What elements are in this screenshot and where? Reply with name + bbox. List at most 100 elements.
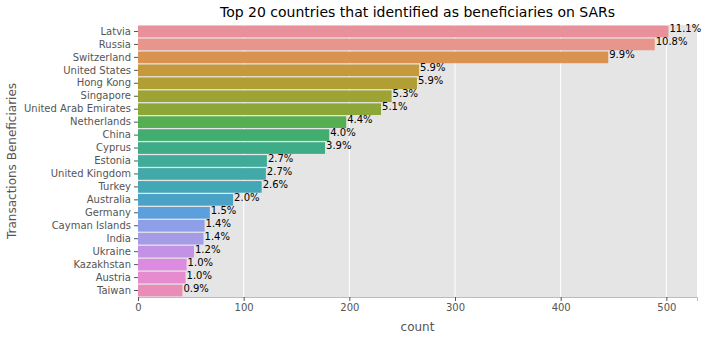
y-tick-mark xyxy=(134,225,138,226)
y-tick: Hong Kong xyxy=(77,77,138,88)
y-tick: Turkey xyxy=(97,181,138,192)
y-tick-label: Switzerland xyxy=(73,52,131,63)
annotation: 1.2% xyxy=(195,244,220,255)
chart-svg: 11.1%10.8%9.9%5.9%5.9%5.3%5.1%4.4%4.0%3.… xyxy=(0,0,708,337)
y-tick-mark xyxy=(134,186,138,187)
annotation: 0.9% xyxy=(183,283,208,294)
x-tick: 300 xyxy=(446,297,465,313)
y-tick-mark xyxy=(134,212,138,213)
bars xyxy=(138,26,668,297)
bar xyxy=(138,142,325,154)
y-tick: China xyxy=(102,129,138,140)
annotation: 4.4% xyxy=(347,114,372,125)
y-tick-mark xyxy=(134,57,138,58)
bar xyxy=(138,39,655,51)
annotation: 2.0% xyxy=(234,192,259,203)
y-tick: Taiwan xyxy=(96,285,138,296)
annotation: 5.9% xyxy=(418,75,443,86)
y-tick-label: China xyxy=(102,129,131,140)
y-tick-mark xyxy=(134,44,138,45)
x-tick-label: 200 xyxy=(340,302,359,313)
y-tick-label: Germany xyxy=(85,207,131,218)
x-tick-mark xyxy=(349,297,350,301)
x-tick: 400 xyxy=(552,297,571,313)
y-tick: Australia xyxy=(87,194,138,205)
x-tick-label: 300 xyxy=(446,302,465,313)
y-tick-label: Hong Kong xyxy=(77,77,131,88)
x-tick-mark xyxy=(666,297,667,301)
x-axis: 0 100 200 300 400 500 xyxy=(135,297,697,313)
y-tick-mark xyxy=(134,109,138,110)
bar xyxy=(138,168,266,180)
bar xyxy=(138,116,346,128)
annotation: 1.5% xyxy=(211,205,236,216)
x-axis-title: count xyxy=(401,320,435,334)
y-axis: Latvia Russia Switzerland United StatesHong… xyxy=(24,26,139,298)
annotation: 1.0% xyxy=(187,270,212,281)
x-tick-label: 100 xyxy=(235,302,254,313)
annotation: 2.7% xyxy=(267,166,292,177)
y-tick: Switzerland xyxy=(73,52,138,63)
x-tick-label: 400 xyxy=(552,302,571,313)
bar xyxy=(138,233,204,245)
x-tick-label: 500 xyxy=(657,302,676,313)
x-tick: 100 xyxy=(235,297,254,313)
bar xyxy=(138,103,381,115)
annotation: 5.3% xyxy=(393,88,418,99)
y-tick-mark xyxy=(134,290,138,291)
y-tick: Cyprus xyxy=(96,142,138,153)
x-tick-mark xyxy=(244,297,245,301)
y-tick: United States xyxy=(63,65,138,76)
y-tick: United Kingdom xyxy=(51,168,138,179)
x-tick: 200 xyxy=(340,297,359,313)
x-tick-label: 0 xyxy=(135,302,141,313)
y-tick-label: Russia xyxy=(99,39,131,50)
annotation: 11.1% xyxy=(669,23,701,34)
y-tick-label: Singapore xyxy=(81,90,131,101)
y-tick: Kazakhstan xyxy=(73,259,138,270)
y-tick: United Arab Emirates xyxy=(24,103,138,114)
annotation: 10.8% xyxy=(656,36,688,47)
y-axis-line xyxy=(134,26,139,298)
y-tick-label: Cyprus xyxy=(96,142,131,153)
bar xyxy=(138,246,194,258)
grid xyxy=(138,25,666,297)
grid-line xyxy=(560,25,561,297)
x-tick-mark xyxy=(138,297,139,301)
y-tick: Russia xyxy=(99,39,138,50)
y-tick: Netherlands xyxy=(70,116,138,127)
annotations: 11.1%10.8%9.9%5.9%5.9%5.3%5.1%4.4%4.0%3.… xyxy=(183,23,701,293)
y-tick-mark xyxy=(134,251,138,252)
annotation: 2.6% xyxy=(263,179,288,190)
bar xyxy=(138,259,187,271)
grid-line xyxy=(455,25,456,297)
annotation: 1.4% xyxy=(205,231,230,242)
y-tick-label: Netherlands xyxy=(70,116,131,127)
y-tick: Latvia xyxy=(101,26,138,37)
x-tick-mark xyxy=(561,297,562,301)
y-tick-label: Taiwan xyxy=(96,285,131,296)
y-tick: Cayman Islands xyxy=(52,220,138,231)
y-tick-label: United Arab Emirates xyxy=(24,103,131,114)
annotation: 1.0% xyxy=(188,257,213,268)
y-tick-mark xyxy=(134,70,138,71)
y-tick-label: India xyxy=(106,233,131,244)
y-tick: Ukraine xyxy=(92,246,138,257)
annotation: 1.4% xyxy=(206,218,231,229)
annotation: 4.0% xyxy=(330,127,355,138)
bar xyxy=(138,52,608,64)
y-tick-label: Ukraine xyxy=(92,246,131,257)
annotation: 5.1% xyxy=(382,101,407,112)
plot-area: 11.1%10.8%9.9%5.9%5.9%5.3%5.1%4.4%4.0%3.… xyxy=(24,23,701,313)
x-tick-mark xyxy=(455,297,456,301)
y-tick-mark xyxy=(134,96,138,97)
annotation: 9.9% xyxy=(609,49,634,60)
y-tick-mark xyxy=(134,238,138,239)
y-tick-label: Kazakhstan xyxy=(73,259,131,270)
grid-line xyxy=(666,25,667,297)
y-tick: Singapore xyxy=(81,90,138,101)
chart-container: 11.1%10.8%9.9%5.9%5.9%5.3%5.1%4.4%4.0%3.… xyxy=(0,0,708,337)
title: Top 20 countries that identified as bene… xyxy=(219,4,615,20)
bar xyxy=(138,90,392,102)
y-tick-mark xyxy=(134,148,138,149)
